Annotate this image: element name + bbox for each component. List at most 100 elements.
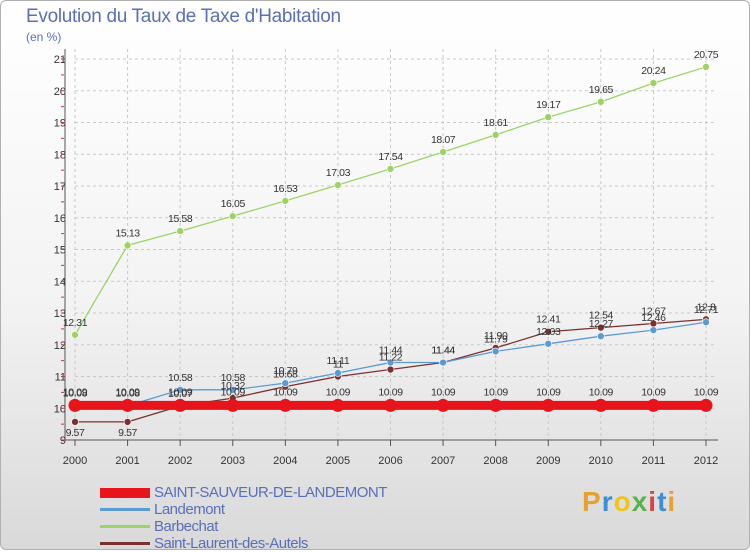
legend-swatch (100, 542, 150, 545)
data-point (597, 332, 605, 340)
data-point (597, 323, 605, 332)
x-tick-label: 2001 (115, 455, 139, 467)
y-tick-label: 9 (60, 435, 66, 447)
x-tick-label: 2004 (273, 455, 297, 467)
data-label: 10.09 (641, 386, 666, 398)
legend-item-barbechat[interactable]: Barbechat (100, 518, 387, 535)
y-tick-label: 10 (54, 403, 66, 415)
x-tick-label: 2012 (694, 455, 718, 467)
data-label: 11.79 (484, 333, 508, 345)
data-label: 19.17 (536, 99, 561, 111)
data-point (597, 98, 605, 106)
y-tick-label: 19 (54, 118, 66, 130)
logo-letter: t (657, 486, 668, 517)
x-tick-label: 2003 (221, 455, 245, 467)
y-tick-label: 15 (54, 245, 66, 257)
data-label: 17.54 (378, 151, 403, 163)
data-point (334, 369, 342, 377)
data-point (386, 165, 395, 173)
legend-swatch (100, 525, 150, 528)
data-point (699, 398, 713, 412)
data-label: 17.03 (326, 167, 351, 179)
data-point (436, 398, 450, 412)
data-label: 10.09 (273, 386, 298, 398)
data-point (491, 131, 500, 139)
logo-letter: i (648, 486, 658, 517)
data-point (281, 197, 290, 205)
data-label: 15.13 (115, 227, 140, 239)
data-point (226, 398, 240, 412)
y-tick-label: 11 (55, 372, 66, 384)
data-label: 20.75 (694, 49, 719, 61)
data-label: 10.09 (168, 386, 193, 398)
data-label: 10.58 (168, 372, 193, 384)
y-tick-label: 18 (54, 149, 66, 161)
data-point (491, 347, 500, 356)
data-point (386, 365, 395, 374)
data-label: 11 (333, 359, 344, 371)
data-label: 12.27 (589, 318, 614, 330)
data-label: 11.44 (431, 345, 455, 357)
proxiti-logo: Proxiti (582, 486, 676, 518)
data-label: 12.41 (536, 314, 561, 326)
data-label: 15.58 (168, 213, 193, 225)
y-tick-label: 12 (54, 340, 66, 352)
data-label: 9.57 (118, 427, 137, 439)
data-label: 12.03 (536, 326, 561, 338)
logo-letter: r (601, 486, 614, 517)
data-point (173, 398, 187, 412)
data-label: 10.09 (536, 386, 561, 398)
data-point (702, 318, 710, 327)
chart-title: Evolution du Taux de Taxe d'Habitation (26, 6, 341, 27)
y-tick-label: 13 (54, 308, 66, 320)
data-label: 10.79 (273, 365, 298, 377)
legend-label: Saint-Laurent-des-Autels (154, 535, 308, 552)
data-label: 12.8 (697, 301, 716, 313)
data-label: 11.44 (379, 345, 403, 357)
data-point (71, 331, 79, 339)
data-point (281, 379, 290, 387)
data-label: 16.53 (273, 183, 298, 195)
data-point (278, 398, 292, 412)
data-label: 10.09 (63, 386, 88, 398)
data-label: 10.09 (694, 386, 719, 398)
x-tick-label: 2002 (168, 455, 192, 467)
y-tick-label: 21 (54, 54, 66, 66)
data-point (123, 418, 132, 426)
data-point (176, 386, 184, 394)
data-label: 10.09 (115, 386, 140, 398)
data-label: 11.22 (379, 352, 403, 364)
x-tick-label: 2009 (536, 455, 560, 467)
series-layer (68, 63, 713, 426)
data-point (649, 79, 658, 87)
legend-item-saint-sauveur[interactable]: SAINT-SAUVEUR-DE-LANDEMONT (100, 484, 387, 501)
data-point (123, 241, 132, 250)
y-tick-label: 14 (54, 276, 66, 288)
data-point (68, 398, 82, 412)
data-label: 12.71 (694, 304, 719, 316)
data-point (334, 181, 342, 189)
legend-item-landemont[interactable]: Landemont (100, 501, 387, 518)
x-tick-label: 2006 (378, 455, 402, 467)
data-point (121, 398, 135, 412)
data-label: 10.08 (63, 388, 88, 400)
data-label: 11.44 (431, 345, 455, 357)
legend-item-saint-laurent[interactable]: Saint-Laurent-des-Autels (100, 535, 387, 552)
chart-subtitle: (en %) (26, 30, 62, 44)
data-label: 19.65 (589, 84, 614, 96)
x-tick-label: 2011 (642, 455, 666, 467)
logo-letter: P (582, 486, 602, 517)
data-point (439, 358, 447, 367)
data-point (386, 358, 395, 367)
legend-label: Barbechat (154, 518, 218, 535)
data-point (541, 398, 555, 412)
data-point (544, 113, 553, 121)
data-label: 10.68 (273, 369, 298, 381)
data-label: 9.57 (66, 427, 85, 439)
data-label: 12.54 (589, 310, 614, 322)
data-label: 10.09 (589, 386, 614, 398)
data-point (176, 227, 184, 235)
x-tick-label: 2000 (63, 455, 87, 467)
